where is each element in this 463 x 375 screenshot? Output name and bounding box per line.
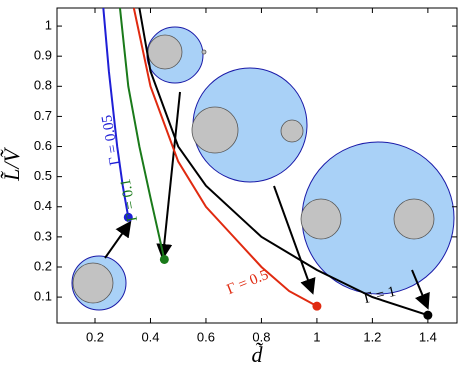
x-tick-label: 1 xyxy=(313,329,320,344)
y-tick-label: 0.7 xyxy=(34,108,52,123)
curve-label: Γ = 0.05 xyxy=(99,114,124,167)
curve xyxy=(118,7,166,260)
y-tick-label: 0.2 xyxy=(34,258,52,273)
y-tick-label: 0.6 xyxy=(34,138,52,153)
curve xyxy=(132,7,318,308)
y-tick-label: 1 xyxy=(45,18,52,33)
x-tick-label: 1.4 xyxy=(419,329,437,344)
insets xyxy=(71,26,455,311)
end-point xyxy=(123,212,133,222)
x-axis-label: d̃ xyxy=(252,342,264,367)
x-tick-label: 0.4 xyxy=(141,329,159,344)
x-tick-label: 1.2 xyxy=(363,329,381,344)
end-point xyxy=(423,310,433,320)
curve-label: Γ = 0.1 xyxy=(118,177,141,223)
curve xyxy=(102,7,130,218)
y-axis-label: L̃/Ṽ xyxy=(0,147,24,182)
y-tick-label: 0.3 xyxy=(34,228,52,243)
y-tick-label: 0.8 xyxy=(34,78,52,93)
x-tick-label: 0.8 xyxy=(252,329,270,344)
x-tick-label: 0.2 xyxy=(86,329,104,344)
y-tick-label: 0.9 xyxy=(34,48,52,63)
y-tick-label: 0.1 xyxy=(34,289,52,304)
end-point xyxy=(159,254,169,264)
x-tick-label: 0.6 xyxy=(197,329,215,344)
curve-label: Γ = 0.5 xyxy=(225,267,271,298)
end-point xyxy=(312,301,322,311)
y-tick-label: 0.5 xyxy=(34,168,52,183)
plot-frame xyxy=(56,7,458,324)
y-tick-label: 0.4 xyxy=(34,198,52,213)
curve-label: Γ = 1 xyxy=(362,284,397,307)
curve xyxy=(138,7,429,317)
